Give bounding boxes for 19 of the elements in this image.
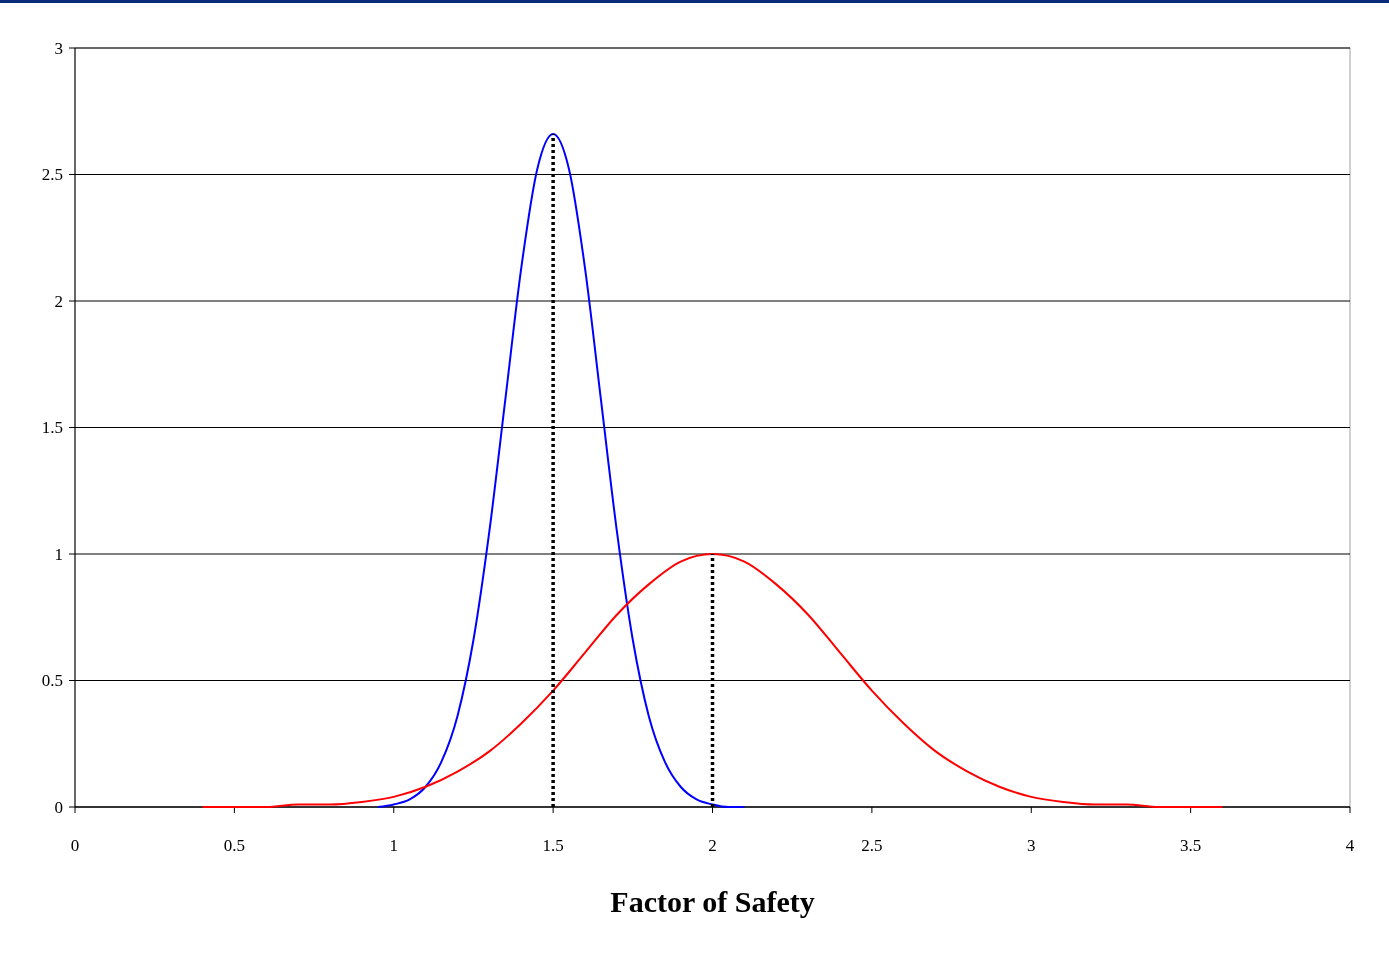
x-tick-label: 1.5 [542, 836, 564, 855]
line-series [376, 133, 746, 808]
y-tick-label: 1.5 [41, 418, 63, 438]
x-tick-label: 0.5 [223, 836, 245, 855]
y-tick-label: 2.5 [41, 165, 63, 185]
x-axis-title: Factor of Safety [610, 885, 815, 918]
x-tick-label: 1 [389, 836, 398, 855]
x-tick-label: 0 [70, 836, 80, 855]
x-tick-label: 4 [1345, 836, 1355, 855]
x-tick-label: 3.5 [1180, 836, 1202, 855]
y-tick-label: 0 [54, 797, 63, 817]
y-tick-label: 3 [54, 38, 63, 58]
line-series [201, 553, 1224, 808]
x-tick-label: 2.5 [861, 836, 883, 855]
x-tick-label: 2 [708, 836, 717, 855]
y-tick-label: 0.5 [41, 671, 63, 691]
x-tick-label: 3 [1027, 836, 1036, 855]
y-tick-label: 2 [54, 291, 63, 311]
y-tick-label: 1 [54, 544, 63, 564]
